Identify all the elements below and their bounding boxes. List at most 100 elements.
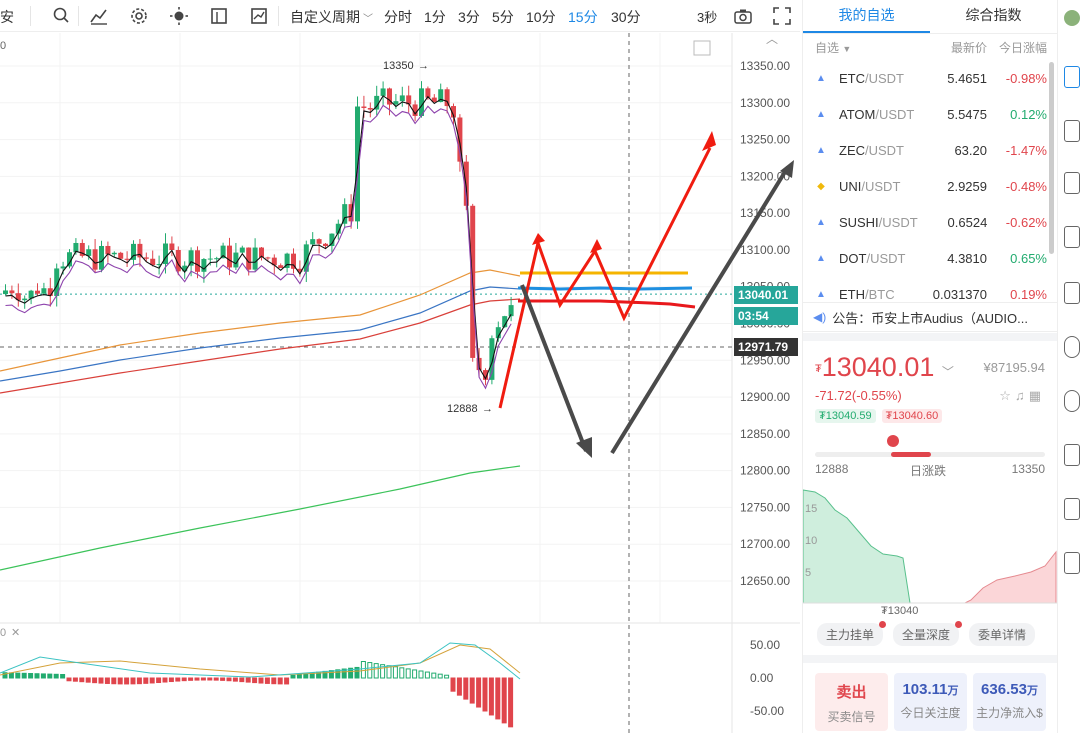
candle-body <box>316 239 322 244</box>
tab-my-watchlist[interactable]: 我的自选 <box>803 0 930 33</box>
watchlist-row[interactable]: ▲ ETH/BTC 0.031370 0.19% <box>803 276 1057 301</box>
star-icon[interactable]: ☆ <box>999 388 1015 403</box>
macd-bar <box>181 677 187 682</box>
macd-bar <box>34 673 40 679</box>
interval-tab[interactable]: 分时 <box>384 9 412 25</box>
macd-bar <box>220 677 226 681</box>
theme-sun-icon[interactable] <box>169 6 189 26</box>
dif-line <box>0 642 521 680</box>
collapse-up-icon[interactable]: ︿ <box>766 33 778 46</box>
inflow-card[interactable]: 636.53万 主力净流入$ <box>973 673 1046 731</box>
drawing-red-zigzag[interactable] <box>498 147 712 409</box>
candle-body <box>495 327 501 339</box>
drawing-up-arrow[interactable] <box>610 165 790 455</box>
candle-body <box>9 290 15 294</box>
close-icon[interactable]: ✕ <box>11 627 20 639</box>
interval-tab[interactable]: 1分 <box>424 9 446 25</box>
drawing-red-level[interactable] <box>518 299 696 309</box>
fullscreen-icon[interactable] <box>772 6 792 26</box>
macd-bar <box>495 677 501 720</box>
signal-card[interactable]: 卖出 买卖信号 <box>815 673 888 731</box>
col-change-header[interactable]: 今日涨幅 <box>998 40 1047 55</box>
candle-body <box>163 243 168 265</box>
main-orders-button[interactable]: 主力挂单 <box>817 621 887 646</box>
attention-value-wrap: 103.11万 <box>894 681 967 698</box>
list-icon[interactable] <box>1064 66 1080 88</box>
gear-icon[interactable] <box>129 6 149 26</box>
interval-tab[interactable]: 30分 <box>611 9 641 25</box>
macd-bar <box>8 672 14 679</box>
macd-bar <box>277 677 283 685</box>
pair-change: -0.62% <box>1005 214 1047 230</box>
vip-icon[interactable] <box>1064 498 1080 520</box>
search-icon[interactable] <box>52 6 72 26</box>
watchlist-row[interactable]: ▲ SUSHI/USDT 0.6524 -0.62% <box>803 204 1057 240</box>
eth-like-icon: ▲ <box>816 216 826 228</box>
watchlist-row[interactable]: ▲ ATOM/USDT 5.5475 0.12% <box>803 96 1057 132</box>
indicator-axis-label: 50.00 <box>750 638 780 652</box>
candlestick-chart[interactable]: 13350.00 13300.00 13250.00 13200.00 13150.00… <box>0 33 800 733</box>
watchlist-row[interactable]: ▲ DOT/USDT 4.3810 0.65% <box>803 240 1057 276</box>
day-range-label: 日涨跌 <box>910 464 947 478</box>
custom-period-dropdown[interactable]: 自定义周期 ﹀ <box>290 7 373 27</box>
file-icon[interactable] <box>1064 282 1080 304</box>
interval-tab[interactable]: 3分 <box>458 9 480 25</box>
macd-bar <box>66 677 72 682</box>
indicator-icon[interactable] <box>89 6 109 26</box>
interval-tab[interactable]: 5分 <box>492 9 514 25</box>
pair-price: 0.031370 <box>932 286 987 301</box>
order-details-button[interactable]: 委单详情 <box>969 623 1036 646</box>
expand-icon[interactable] <box>693 40 711 56</box>
col-price-header[interactable]: 最新价 <box>950 40 987 55</box>
pair-name: ETH/BTC <box>839 287 917 301</box>
interval-tab-active[interactable]: 15分 <box>568 9 598 25</box>
watchlist-scrollbar[interactable] <box>1049 62 1054 254</box>
watchlist-row[interactable]: ▲ ETC/USDT 5.4651 -0.98% <box>803 60 1057 96</box>
tab-composite-index[interactable]: 综合指数 <box>965 7 1022 23</box>
candle-body <box>278 265 284 268</box>
layout-icon[interactable] <box>209 6 229 26</box>
macd-bar <box>92 677 98 684</box>
chat-icon[interactable] <box>1064 390 1080 412</box>
macd-bar <box>399 667 405 679</box>
drawing-down-arrow[interactable] <box>520 284 588 452</box>
pair-quote: /USDT <box>878 214 918 230</box>
watchlist-row[interactable]: ▲ ZEC/USDT 63.20 -1.47% <box>803 132 1057 168</box>
depth-axis-label: 5 <box>805 567 811 579</box>
bell-icon[interactable]: ♫ <box>1014 388 1029 403</box>
pair-name: SUSHI/USDT <box>839 215 918 230</box>
pro-icon[interactable] <box>1064 552 1080 574</box>
eth-like-icon: ▲ <box>816 72 826 84</box>
candle-body <box>438 89 444 102</box>
last-price: ₮13040.01 ﹀ <box>815 352 954 383</box>
document-icon[interactable] <box>1064 172 1080 194</box>
depth-chart[interactable]: 15 10 5 ₮13040 <box>802 488 1058 618</box>
attention-card[interactable]: 103.11万 今日关注度 <box>894 673 967 731</box>
camera-icon[interactable] <box>733 6 753 26</box>
pair-name: ZEC/USDT <box>839 143 917 158</box>
price-axis-label: 12650.00 <box>740 574 790 588</box>
pair-change: 0.19% <box>1010 286 1047 301</box>
chevron-down-icon[interactable]: ﹀ <box>941 365 954 379</box>
pair-name: DOT/USDT <box>839 251 917 266</box>
watchlist-row[interactable]: ◆ UNI/USDT 2.9259 -0.48% <box>803 168 1057 204</box>
phone-icon[interactable] <box>1064 336 1080 358</box>
refresh-rate[interactable]: 3秒 <box>697 10 718 25</box>
candle-body <box>342 204 348 224</box>
chart-type-icon[interactable] <box>249 6 269 26</box>
full-depth-button[interactable]: 全量深度 <box>893 621 963 646</box>
notes-icon[interactable] <box>1064 444 1080 466</box>
watchlist-group-dropdown[interactable]: 自选 ▼ <box>815 39 927 56</box>
briefcase-icon[interactable] <box>1064 120 1080 142</box>
symbol-name-fragment[interactable]: 安 <box>0 9 14 25</box>
macd-bar <box>98 677 104 684</box>
grid-icon[interactable]: ▦ <box>1028 388 1045 403</box>
bar-chart-icon[interactable] <box>1064 226 1080 248</box>
drawing-blue-level[interactable] <box>517 286 693 291</box>
interval-tab[interactable]: 10分 <box>526 9 556 25</box>
avatar[interactable] <box>1064 10 1080 26</box>
macd-bar <box>392 666 398 679</box>
macd-bar <box>232 677 238 682</box>
announcement-bar[interactable]: ◀) 公告：币安上市Audius（AUDIO... <box>803 302 1058 332</box>
crosshair-price-tag-bg <box>734 338 798 356</box>
